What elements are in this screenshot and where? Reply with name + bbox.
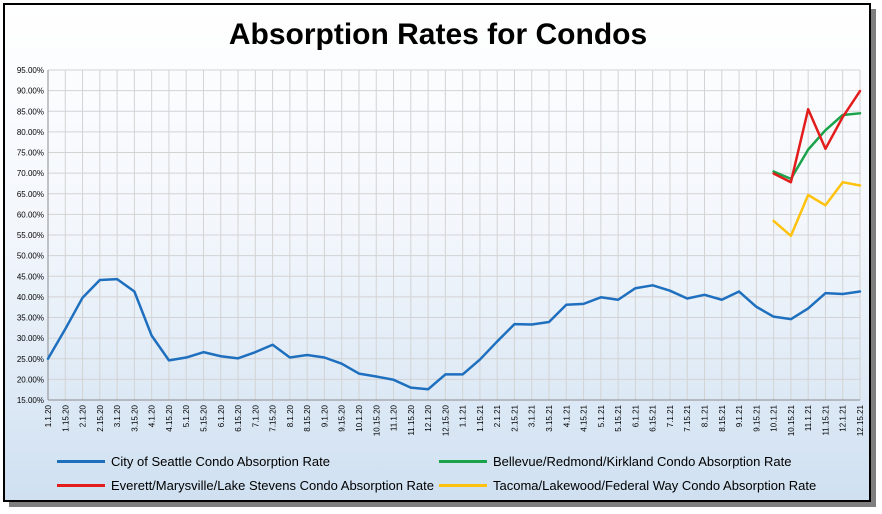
y-tick-label: 25.00% [17,355,44,364]
y-tick-label: 65.00% [17,190,44,199]
y-tick-label: 35.00% [17,314,44,323]
x-tick-label: 8.15.20 [303,404,312,431]
legend-label-seattle: City of Seattle Condo Absorption Rate [111,453,330,469]
x-tick-label: 10.1.20 [355,404,364,431]
x-tick-label: 1.15.21 [476,404,485,431]
y-tick-label: 45.00% [17,272,44,281]
x-tick-label: 6.1.21 [631,404,640,427]
x-tick-label: 9.1.20 [320,404,329,427]
x-tick-label: 5.15.20 [199,404,208,431]
y-tick-label: 80.00% [17,128,44,137]
y-tick-label: 40.00% [17,293,44,302]
x-tick-label: 2.15.21 [510,404,519,431]
x-tick-label: 6.1.20 [217,404,226,427]
y-tick-label: 60.00% [17,210,44,219]
x-tick-label: 3.15.21 [545,404,554,431]
series-line-everett [772,89,862,184]
x-tick-label: 11.15.21 [821,404,830,435]
legend-item-everett: Everett/Marysville/Lake Stevens Condo Ab… [57,475,434,495]
x-tick-label: 7.1.21 [666,404,675,427]
x-tick-label: 3.15.20 [130,404,139,431]
x-tick-label: 10.1.21 [770,404,779,431]
legend-swatch-tacoma [439,483,487,487]
x-tick-label: 1.1.21 [459,404,468,427]
x-tick-label: 9.15.21 [752,404,761,431]
x-tick-label: 11.1.20 [390,404,399,431]
series-line-tacoma [772,180,862,238]
legend-swatch-everett [57,483,105,487]
x-tick-label: 7.15.21 [683,404,692,431]
series-line-bellevue [772,112,862,181]
frame-shadow-right [871,9,876,506]
legend-label-tacoma: Tacoma/Lakewood/Federal Way Condo Absorp… [493,477,817,493]
x-tick-labels: 1.1.20 1.15.20 2.1.20 2.15.20 3.1.20 3.15.20 4… [44,404,865,436]
x-tick-label: 7.1.20 [251,404,260,427]
series-lines [46,89,862,391]
legend-item-seattle: City of Seattle Condo Absorption Rate [57,451,330,471]
y-tick-label: 75.00% [17,149,44,158]
x-tick-label: 2.1.21 [493,404,502,427]
x-tick-label: 4.15.20 [165,404,174,431]
y-tick-label: 70.00% [17,169,44,178]
y-tick-label: 15.00% [17,396,44,405]
x-tick-label: 8.15.21 [718,404,727,431]
y-tick-label: 50.00% [17,252,44,261]
y-tick-label: 20.00% [17,375,44,384]
x-tick-label: 3.1.20 [113,404,122,427]
x-tick-label: 1.1.20 [44,404,53,427]
x-tick-label: 5.1.21 [597,404,606,427]
legend-label-everett: Everett/Marysville/Lake Stevens Condo Ab… [111,477,435,493]
chart-frame [3,3,871,502]
x-tick-label: 10.15.20 [372,404,381,436]
x-tick-label: 11.15.20 [407,404,416,435]
frame-shadow-bottom [9,502,876,507]
x-tick-label: 8.1.20 [286,404,295,427]
x-tick-label: 12.1.21 [839,404,848,431]
x-tick-label: 2.15.20 [96,404,105,431]
legend-label-bellevue: Bellevue/Redmond/Kirkland Condo Absorpti… [493,453,792,469]
axes [47,70,860,401]
y-tick-label: 95.00% [17,66,44,75]
y-tick-label: 90.00% [17,87,44,96]
legend-item-tacoma: Tacoma/Lakewood/Federal Way Condo Absorp… [439,475,816,495]
y-tick-labels: 15.00% 20.00% 25.00% 30.00% 35.00% 40.00% 45.0… [17,66,44,405]
x-tick-label: 12.15.21 [856,404,865,436]
x-tick-label: 3.1.21 [528,404,537,427]
x-tick-label: 9.1.21 [735,404,744,427]
x-tick-label: 4.1.20 [148,404,157,427]
y-tick-label: 85.00% [17,107,44,116]
x-tick-label: 8.1.21 [701,404,710,427]
x-tick-label: 2.1.20 [79,404,88,427]
x-tick-label: 9.15.20 [338,404,347,431]
y-tick-label: 30.00% [17,334,44,343]
legend-swatch-seattle [57,459,105,463]
x-tick-label: 11.1.21 [804,404,813,431]
x-tick-label: 4.15.21 [580,404,589,431]
legend-item-bellevue: Bellevue/Redmond/Kirkland Condo Absorpti… [439,451,791,471]
x-tick-label: 1.15.20 [61,404,70,431]
x-tick-label: 7.15.20 [269,404,278,431]
y-tick-label: 55.00% [17,231,44,240]
legend-swatch-bellevue [439,459,487,463]
x-tick-label: 6.15.21 [649,404,658,431]
x-tick-label: 5.15.21 [614,404,623,431]
x-tick-label: 5.1.20 [182,404,191,427]
x-tick-label: 4.1.21 [562,404,571,427]
x-tick-label: 6.15.20 [234,404,243,431]
x-tick-label: 10.15.21 [787,404,796,436]
series-line-seattle [46,277,862,391]
x-tick-label: 12.15.20 [441,404,450,436]
x-tick-label: 12.1.20 [424,404,433,431]
grid-lines [47,69,861,401]
chart-title: Absorption Rates for Condos [228,18,648,51]
